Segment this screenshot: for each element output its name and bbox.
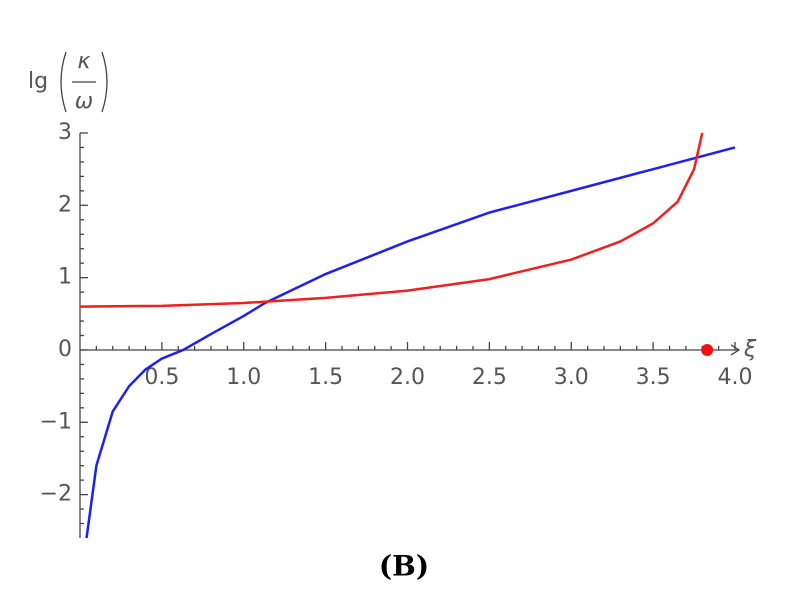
y-label-denominator: ω <box>75 89 93 114</box>
x-tick-label: 2.0 <box>390 365 425 390</box>
y-tick-label: 1 <box>58 265 72 290</box>
x-tick-label: 1.5 <box>308 365 343 390</box>
x-tick-label: 1.0 <box>226 365 261 390</box>
x-tick-label: 3.5 <box>636 365 671 390</box>
paren <box>101 51 108 113</box>
x-label: ξ <box>743 337 757 362</box>
x-tick-label: 0.5 <box>144 365 179 390</box>
caption: (B) <box>379 550 429 583</box>
y-tick-label: −2 <box>40 482 72 507</box>
curve <box>79 132 704 308</box>
y-label-prefix: lg <box>28 69 48 94</box>
x-tick-label: 3.0 <box>554 365 589 390</box>
y-label-numerator: κ <box>78 49 91 74</box>
y-tick-label: 2 <box>58 192 72 217</box>
x-tick-label: 2.5 <box>472 365 507 390</box>
y-tick-label: 3 <box>58 120 72 145</box>
x-axis-arrow <box>730 344 741 356</box>
paren <box>60 51 67 113</box>
marker <box>701 343 714 356</box>
y-tick-label: 0 <box>58 337 72 362</box>
y-tick-label: −1 <box>40 409 72 434</box>
curve <box>85 146 736 539</box>
x-tick-label: 4.0 <box>718 365 753 390</box>
